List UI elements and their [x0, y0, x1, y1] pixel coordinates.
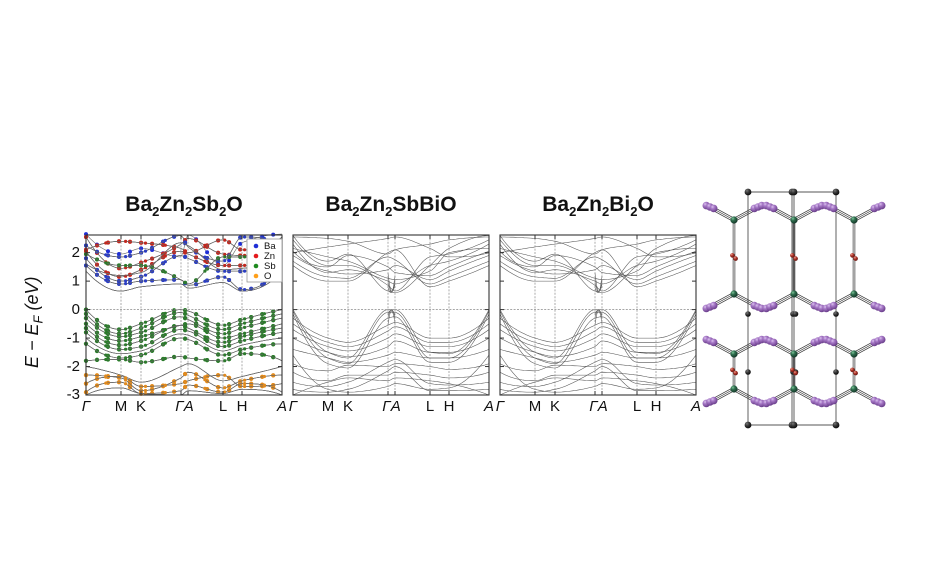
svg-text:2: 2	[72, 244, 80, 261]
svg-text:ΓA: ΓA	[175, 398, 194, 415]
svg-text:A: A	[276, 398, 287, 415]
svg-text:O: O	[264, 271, 271, 282]
svg-text:Γ: Γ	[82, 398, 92, 415]
svg-text:Γ: Γ	[289, 398, 299, 415]
svg-text:A: A	[690, 398, 701, 415]
svg-text:K: K	[136, 398, 146, 415]
svg-text:H: H	[651, 398, 662, 415]
svg-text:ΓA: ΓA	[382, 398, 401, 415]
svg-text:-1: -1	[67, 330, 80, 347]
svg-text:-2: -2	[67, 358, 80, 375]
svg-text:K: K	[343, 398, 353, 415]
svg-text:L: L	[633, 398, 641, 415]
svg-text:M: M	[322, 398, 335, 415]
svg-text:K: K	[550, 398, 560, 415]
svg-text:A: A	[483, 398, 494, 415]
svg-text:L: L	[219, 398, 227, 415]
svg-text:ΓA: ΓA	[589, 398, 608, 415]
svg-text:L: L	[426, 398, 434, 415]
svg-text:0: 0	[72, 301, 80, 318]
svg-text:-3: -3	[67, 386, 80, 403]
svg-text:Γ: Γ	[496, 398, 506, 415]
svg-text:1: 1	[72, 273, 80, 290]
svg-text:H: H	[237, 398, 248, 415]
svg-text:M: M	[115, 398, 128, 415]
svg-text:H: H	[444, 398, 455, 415]
svg-text:M: M	[529, 398, 542, 415]
